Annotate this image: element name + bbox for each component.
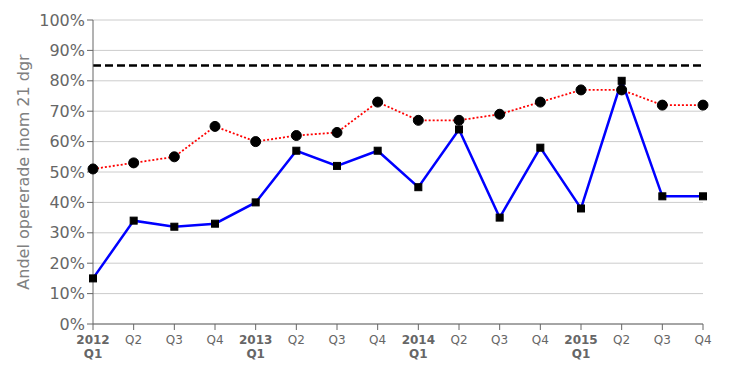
svg-text:Q3: Q3 bbox=[166, 333, 183, 347]
svg-text:40%: 40% bbox=[49, 193, 85, 212]
svg-text:60%: 60% bbox=[49, 132, 85, 151]
svg-text:20%: 20% bbox=[49, 254, 85, 273]
svg-text:Q3: Q3 bbox=[328, 333, 345, 347]
svg-text:2013Q1: 2013Q1 bbox=[239, 333, 272, 361]
svg-text:Q3: Q3 bbox=[491, 333, 508, 347]
svg-text:80%: 80% bbox=[49, 71, 85, 90]
svg-text:100%: 100% bbox=[39, 11, 85, 30]
svg-text:Q4: Q4 bbox=[694, 333, 711, 347]
svg-text:2014Q1: 2014Q1 bbox=[402, 333, 435, 361]
svg-text:Q4: Q4 bbox=[369, 333, 386, 347]
svg-text:50%: 50% bbox=[49, 163, 85, 182]
svg-text:Q3: Q3 bbox=[654, 333, 671, 347]
svg-text:Q4: Q4 bbox=[532, 333, 549, 347]
svg-text:Q2: Q2 bbox=[613, 333, 630, 347]
svg-text:Andel opererade inom 21 dgr: Andel opererade inom 21 dgr bbox=[14, 54, 33, 290]
svg-text:Q2: Q2 bbox=[125, 333, 142, 347]
svg-text:10%: 10% bbox=[49, 284, 85, 303]
svg-text:30%: 30% bbox=[49, 223, 85, 242]
svg-text:90%: 90% bbox=[49, 41, 85, 60]
svg-text:2015Q1: 2015Q1 bbox=[564, 333, 597, 361]
svg-text:Q4: Q4 bbox=[206, 333, 223, 347]
svg-text:2012Q1: 2012Q1 bbox=[76, 333, 109, 361]
svg-text:Q2: Q2 bbox=[288, 333, 305, 347]
svg-text:70%: 70% bbox=[49, 102, 85, 121]
svg-text:0%: 0% bbox=[60, 315, 85, 334]
svg-text:Q2: Q2 bbox=[450, 333, 467, 347]
